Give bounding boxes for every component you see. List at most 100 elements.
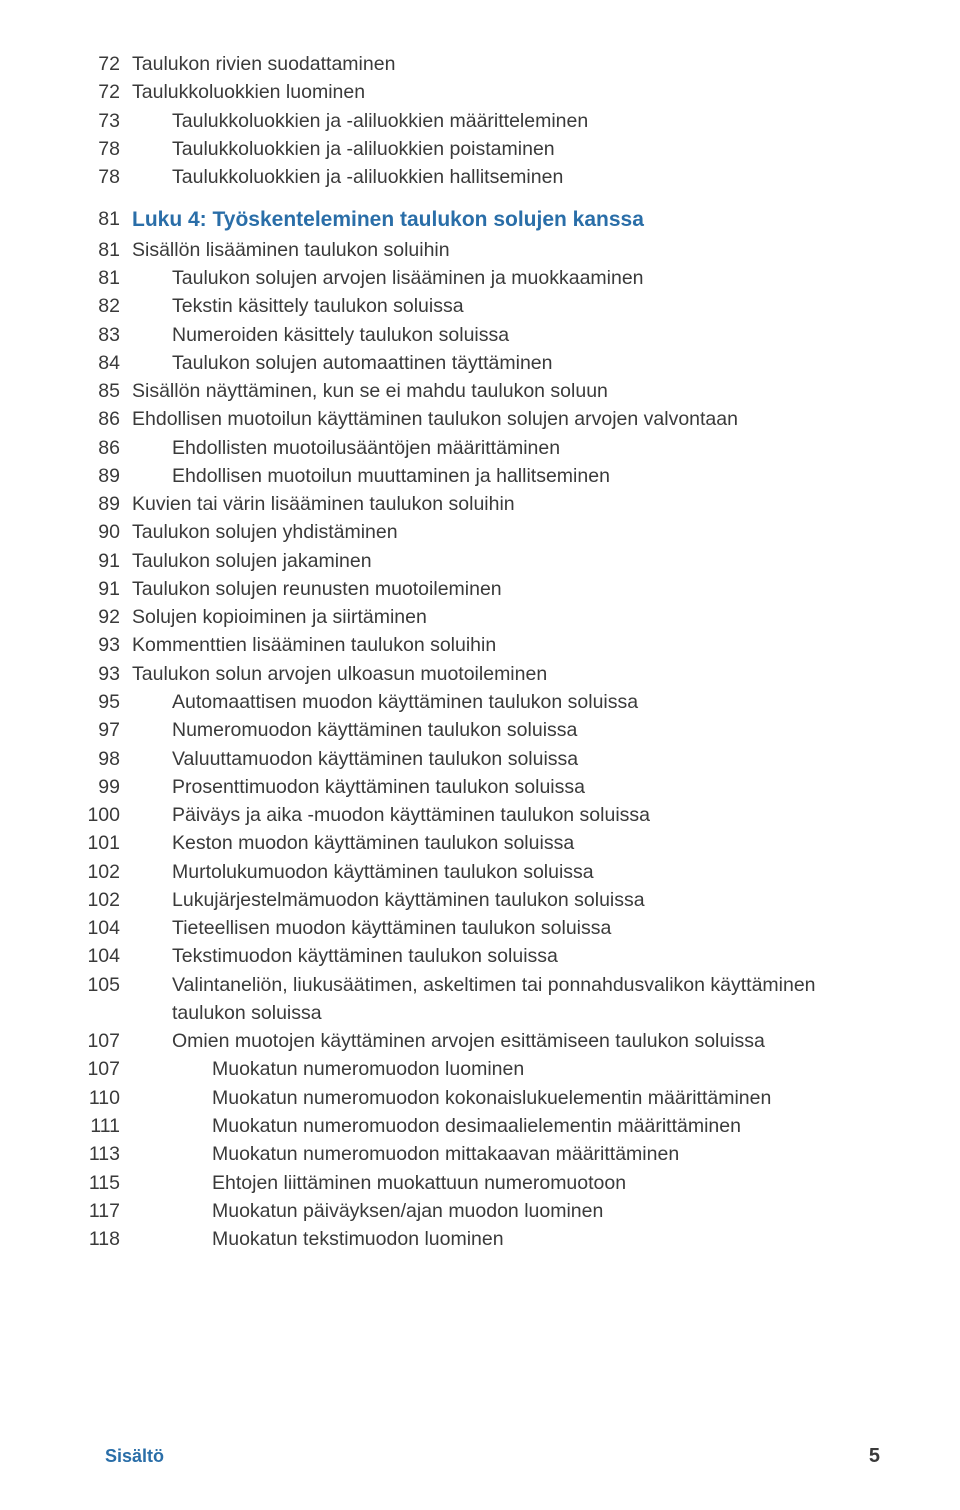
toc-entry: 105Valintaneliön, liukusäätimen, askelti… xyxy=(80,971,880,1028)
toc-page-number: 72 xyxy=(80,50,132,78)
toc-entry-title: Taulukon solujen yhdistäminen xyxy=(132,518,880,546)
toc-entry: 84Taulukon solujen automaattinen täyttäm… xyxy=(80,349,880,377)
toc-entry-title: Taulukkoluokkien ja -aliluokkien poistam… xyxy=(132,135,880,163)
toc-entry-title: Lukujärjestelmämuodon käyttäminen tauluk… xyxy=(132,886,880,914)
toc-entry: 100Päiväys ja aika -muodon käyttäminen t… xyxy=(80,801,880,829)
toc-entry-title: Taulukon solujen reunusten muotoileminen xyxy=(132,575,880,603)
toc-entry: 85Sisällön näyttäminen, kun se ei mahdu … xyxy=(80,377,880,405)
toc-entry: 97Numeromuodon käyttäminen taulukon solu… xyxy=(80,716,880,744)
toc-page-number: 110 xyxy=(80,1084,132,1112)
toc-entry-title: Taulukkoluokkien ja -aliluokkien määritt… xyxy=(132,107,880,135)
toc-entry-title: Muokatun numeromuodon kokonaislukuelemen… xyxy=(132,1084,880,1112)
toc-entry: 115Ehtojen liittäminen muokattuun numero… xyxy=(80,1169,880,1197)
toc-entry: 78Taulukkoluokkien ja -aliluokkien halli… xyxy=(80,163,880,191)
toc-page-number: 81 xyxy=(80,205,132,233)
toc-entry: 111Muokatun numeromuodon desimaalielemen… xyxy=(80,1112,880,1140)
toc-entry: 107Muokatun numeromuodon luominen xyxy=(80,1055,880,1083)
toc-entry: 78Taulukkoluokkien ja -aliluokkien poist… xyxy=(80,135,880,163)
toc-entry: 89Ehdollisen muotoilun muuttaminen ja ha… xyxy=(80,462,880,490)
toc-entry: 104Tekstimuodon käyttäminen taulukon sol… xyxy=(80,942,880,970)
toc-chapter-entry: 81Luku 4: Työskenteleminen taulukon solu… xyxy=(80,205,880,235)
toc-page-number: 118 xyxy=(80,1225,132,1253)
toc-entry: 83Numeroiden käsittely taulukon soluissa xyxy=(80,321,880,349)
section-gap xyxy=(80,191,880,205)
toc-entry: 102Lukujärjestelmämuodon käyttäminen tau… xyxy=(80,886,880,914)
toc-page-number: 111 xyxy=(80,1112,132,1140)
toc-entry-title: Valuuttamuodon käyttäminen taulukon solu… xyxy=(132,745,880,773)
toc-page-number: 86 xyxy=(80,434,132,462)
toc-entry: 86Ehdollisen muotoilun käyttäminen taulu… xyxy=(80,405,880,433)
toc-entry: 110Muokatun numeromuodon kokonaislukuele… xyxy=(80,1084,880,1112)
toc-entry: 93Kommenttien lisääminen taulukon soluih… xyxy=(80,631,880,659)
toc-chapter-title: Luku 4: Työskenteleminen taulukon soluje… xyxy=(132,205,880,235)
toc-page-number: 84 xyxy=(80,349,132,377)
toc-entry-title: Tekstin käsittely taulukon soluissa xyxy=(132,292,880,320)
toc-page-number: 102 xyxy=(80,858,132,886)
toc-entry-title: Tekstimuodon käyttäminen taulukon soluis… xyxy=(132,942,880,970)
toc-entry: 91Taulukon solujen jakaminen xyxy=(80,547,880,575)
toc-page-number: 89 xyxy=(80,462,132,490)
toc-page-number: 104 xyxy=(80,914,132,942)
toc-page-number: 117 xyxy=(80,1197,132,1225)
toc-page-number: 72 xyxy=(80,78,132,106)
toc-entry-title: Keston muodon käyttäminen taulukon solui… xyxy=(132,829,880,857)
toc-page-number: 105 xyxy=(80,971,132,999)
toc-page-number: 89 xyxy=(80,490,132,518)
toc-entry-title: Taulukkoluokkien luominen xyxy=(132,78,880,106)
toc-entry: 81Taulukon solujen arvojen lisääminen ja… xyxy=(80,264,880,292)
toc-page-number: 81 xyxy=(80,236,132,264)
toc-page-number: 95 xyxy=(80,688,132,716)
toc-entry-title: Muokatun numeromuodon luominen xyxy=(132,1055,880,1083)
toc-entry: 86Ehdollisten muotoilusääntöjen määrittä… xyxy=(80,434,880,462)
toc-entry: 81Sisällön lisääminen taulukon soluihin xyxy=(80,236,880,264)
toc-page-number: 82 xyxy=(80,292,132,320)
toc-entry-title: Numeroiden käsittely taulukon soluissa xyxy=(132,321,880,349)
toc-entry: 99Prosenttimuodon käyttäminen taulukon s… xyxy=(80,773,880,801)
toc-entry-title: Tieteellisen muodon käyttäminen taulukon… xyxy=(132,914,880,942)
toc-entry: 102Murtolukumuodon käyttäminen taulukon … xyxy=(80,858,880,886)
toc-entry: 101Keston muodon käyttäminen taulukon so… xyxy=(80,829,880,857)
toc-entry-title: Ehdollisen muotoilun muuttaminen ja hall… xyxy=(132,462,880,490)
toc-entry-title: Numeromuodon käyttäminen taulukon soluis… xyxy=(132,716,880,744)
toc-page-number: 81 xyxy=(80,264,132,292)
toc-entry-title: Sisällön lisääminen taulukon soluihin xyxy=(132,236,880,264)
toc-entry-title: Päiväys ja aika -muodon käyttäminen taul… xyxy=(132,801,880,829)
toc-entry-title: Ehdollisten muotoilusääntöjen määrittämi… xyxy=(132,434,880,462)
toc-entry-title: Prosenttimuodon käyttäminen taulukon sol… xyxy=(132,773,880,801)
toc-entry-title: Taulukon solujen arvojen lisääminen ja m… xyxy=(132,264,880,292)
toc-entry-title: Muokatun numeromuodon desimaalielementin… xyxy=(132,1112,880,1140)
page-footer: Sisältö 5 xyxy=(105,1445,880,1468)
toc-entry: 73Taulukkoluokkien ja -aliluokkien määri… xyxy=(80,107,880,135)
toc-entry-title: Muokatun päiväyksen/ajan muodon luominen xyxy=(132,1197,880,1225)
footer-section-label: Sisältö xyxy=(105,1446,164,1467)
toc-page-number: 101 xyxy=(80,829,132,857)
toc-entry-title: Valintaneliön, liukusäätimen, askeltimen… xyxy=(132,971,880,1028)
toc-entry: 107Omien muotojen käyttäminen arvojen es… xyxy=(80,1027,880,1055)
toc-page-number: 107 xyxy=(80,1027,132,1055)
toc-entry: 72Taulukon rivien suodattaminen xyxy=(80,50,880,78)
toc-entry-title: Muokatun tekstimuodon luominen xyxy=(132,1225,880,1253)
toc-entry-title: Kuvien tai värin lisääminen taulukon sol… xyxy=(132,490,880,518)
toc-entry-title: Taulukon solun arvojen ulkoasun muotoile… xyxy=(132,660,880,688)
toc-entry-title: Kommenttien lisääminen taulukon soluihin xyxy=(132,631,880,659)
toc-page-number: 91 xyxy=(80,547,132,575)
toc-page-number: 113 xyxy=(80,1140,132,1168)
toc-entry: 89Kuvien tai värin lisääminen taulukon s… xyxy=(80,490,880,518)
toc-entry-title: Taulukon rivien suodattaminen xyxy=(132,50,880,78)
toc-entry: 93Taulukon solun arvojen ulkoasun muotoi… xyxy=(80,660,880,688)
toc-page-number: 98 xyxy=(80,745,132,773)
toc-page-number: 93 xyxy=(80,631,132,659)
toc-entry: 118Muokatun tekstimuodon luominen xyxy=(80,1225,880,1253)
toc-page-number: 73 xyxy=(80,107,132,135)
toc-page-number: 102 xyxy=(80,886,132,914)
toc-entry-title: Taulukon solujen jakaminen xyxy=(132,547,880,575)
toc-entry-title: Solujen kopioiminen ja siirtäminen xyxy=(132,603,880,631)
toc-entry: 92Solujen kopioiminen ja siirtäminen xyxy=(80,603,880,631)
toc-page-number: 99 xyxy=(80,773,132,801)
toc-page-number: 97 xyxy=(80,716,132,744)
toc-entry-title: Ehdollisen muotoilun käyttäminen tauluko… xyxy=(132,405,880,433)
toc-page-number: 115 xyxy=(80,1169,132,1197)
toc-page-number: 85 xyxy=(80,377,132,405)
toc-entry-title: Ehtojen liittäminen muokattuun numeromuo… xyxy=(132,1169,880,1197)
toc-page: 72Taulukon rivien suodattaminen72Taulukk… xyxy=(0,0,960,1253)
